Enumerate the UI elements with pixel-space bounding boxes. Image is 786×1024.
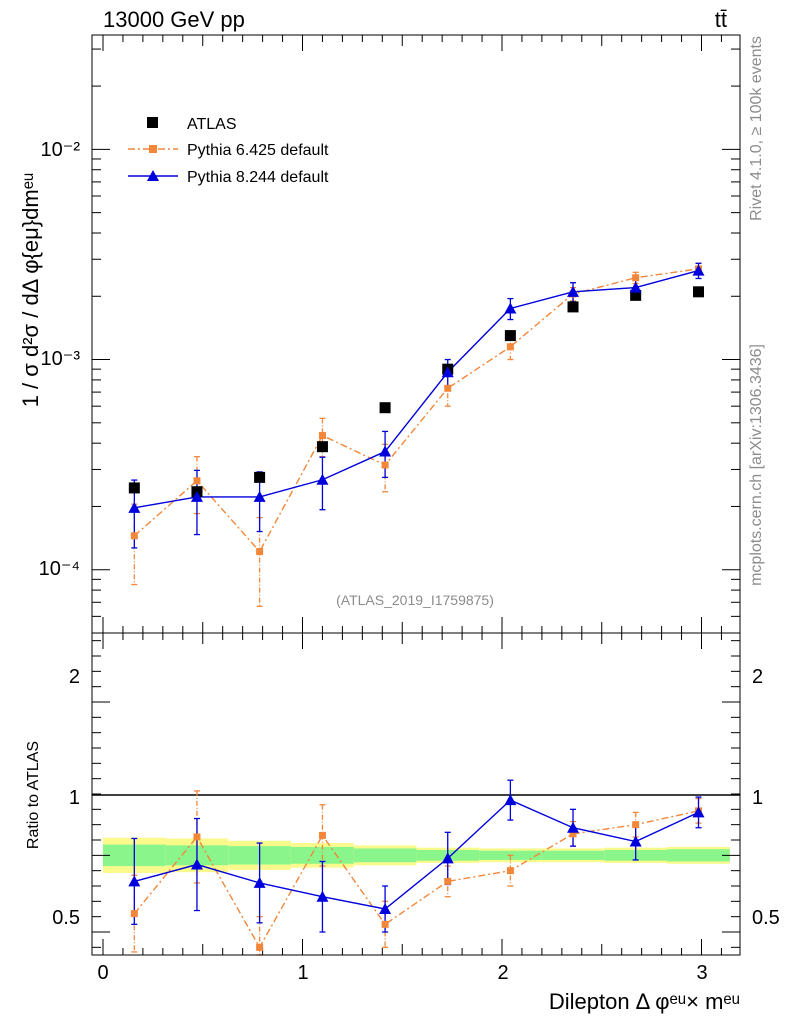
mcplots-label: mcplots.cern.ch [arXiv:1306.3436] <box>748 344 765 586</box>
watermark: (ATLAS_2019_I1759875) <box>336 592 494 608</box>
ratio-frame <box>91 632 741 956</box>
ratio-pythia6-point <box>569 830 577 838</box>
ratio-y-tick-label-right-0.5: 0.5 <box>752 907 780 929</box>
atlas-point <box>567 301 579 313</box>
pythia6-point <box>444 384 452 392</box>
ratio-y-tick-labels: 0.5 1 2 0.5 1 2 <box>52 666 780 929</box>
ratio-pythia8-point <box>629 835 642 847</box>
atlas-point <box>504 330 516 342</box>
atlas-point <box>379 402 391 414</box>
pythia8-point <box>567 285 580 297</box>
main-ticks <box>92 35 740 634</box>
ratio-y-tick-label-right-1: 1 <box>752 787 763 809</box>
ratio-pythia8-point <box>316 890 329 902</box>
pythia8-line <box>134 269 699 509</box>
atlas-point <box>693 286 705 298</box>
legend-label-atlas: ATLAS <box>187 116 237 133</box>
atlas-point <box>630 289 642 301</box>
legend-marker-atlas <box>147 117 158 128</box>
pythia8-point <box>316 473 329 485</box>
atlas-point <box>316 441 328 453</box>
ratio-y-tick-label-1: 1 <box>69 787 80 809</box>
ratio-y-tick-label-right-2: 2 <box>752 666 763 688</box>
ratio-pythia6-point <box>444 877 452 885</box>
x-tick-label-0: 0 <box>97 962 108 984</box>
ratio-pythia6-point <box>381 920 389 928</box>
pythia6-line <box>133 268 699 553</box>
ratio-pythia6-point <box>506 867 514 875</box>
main-panel: (ATLAS_2019_I1759875) 10⁻⁴ 10⁻³ 10⁻² 1 /… <box>18 34 741 634</box>
ratio-pythia8-point <box>253 876 266 888</box>
ratio-y-tick-label-0.5: 0.5 <box>52 907 80 929</box>
main-series <box>128 262 705 607</box>
band-inner-bin <box>666 849 730 862</box>
ratio-pythia8-point <box>379 903 392 914</box>
pythia8-point <box>692 264 705 276</box>
y-tick-label-1e-4: 10⁻⁴ <box>39 558 80 580</box>
main-y-tick-labels: 10⁻⁴ 10⁻³ 10⁻² <box>39 139 81 580</box>
band-inner-bin <box>353 848 417 863</box>
ratio-pythia8-point <box>128 875 141 887</box>
ratio-pythia6-point <box>632 821 640 829</box>
pythia6-point <box>632 274 640 282</box>
pythia8-point <box>128 501 141 513</box>
x-tick-label-2: 2 <box>497 962 508 984</box>
ratio-series <box>128 779 705 956</box>
x-tick-label-3: 3 <box>696 962 707 984</box>
band-inner-bin <box>541 850 605 860</box>
ratio-pythia8-point <box>567 821 580 833</box>
ratio-panel: 0.5 1 2 0.5 1 2 Ratio to ATLAS 0 1 2 3 D… <box>25 632 780 1014</box>
pythia6-point <box>381 461 389 469</box>
ratio-y-axis-label: Ratio to ATLAS <box>25 741 42 849</box>
legend-label-pythia8: Pythia 8.244 default <box>187 169 329 186</box>
legend-marker-pythia8 <box>147 170 159 181</box>
energy-label: 13000 GeV pp <box>103 7 245 32</box>
x-tick-labels: 0 1 2 3 <box>97 962 707 984</box>
ratio-pythia6-point <box>130 910 138 918</box>
pythia8-point <box>629 281 642 293</box>
ratio-pythia6-point <box>318 831 326 839</box>
pythia6-point <box>506 343 514 351</box>
ratio-pythia8-point <box>441 852 454 864</box>
ratio-pythia8-point <box>692 806 705 818</box>
pythia8-point <box>379 445 392 457</box>
legend-marker-pythia6 <box>149 145 157 153</box>
legend-label-pythia6: Pythia 6.425 default <box>187 142 329 159</box>
pythia8-point <box>253 490 266 502</box>
pythia6-point <box>256 548 264 556</box>
ratio-ticks <box>92 633 740 955</box>
ratio-pythia8-point <box>504 794 517 806</box>
ratio-y-tick-label-2: 2 <box>69 666 80 688</box>
pythia8-point <box>441 366 454 378</box>
pythia8-point <box>504 302 517 314</box>
ratio-pythia6-point <box>193 833 201 841</box>
x-axis-label: Dilepton Δ φᵉᵘ× mᵉᵘ <box>549 989 740 1014</box>
process-label: tt̄ <box>715 7 727 32</box>
ratio-pythia6-point <box>256 943 264 951</box>
y-tick-label-1e-2: 10⁻² <box>41 139 81 161</box>
y-tick-label-1e-3: 10⁻³ <box>41 348 81 370</box>
ratio-pythia8-point <box>190 858 203 870</box>
ratio-pythia8-line <box>134 799 699 910</box>
pythia8-point <box>190 490 203 502</box>
atlas-point <box>254 471 266 483</box>
pythia6-point <box>193 477 201 485</box>
rivet-label: Rivet 4.1.0, ≥ 100k events <box>748 36 765 221</box>
legend: ATLAS Pythia 6.425 default Pythia 8.244 … <box>128 116 329 186</box>
main-y-axis-label: 1 / σ d²σ / dΔ φ{eμ}dmᵉᵘ <box>18 173 43 408</box>
ratio-pythia6-line <box>133 810 699 949</box>
pythia6-point <box>318 432 326 440</box>
pythia6-point <box>130 532 138 540</box>
x-tick-label-1: 1 <box>297 962 308 984</box>
atlas-point <box>128 482 140 494</box>
